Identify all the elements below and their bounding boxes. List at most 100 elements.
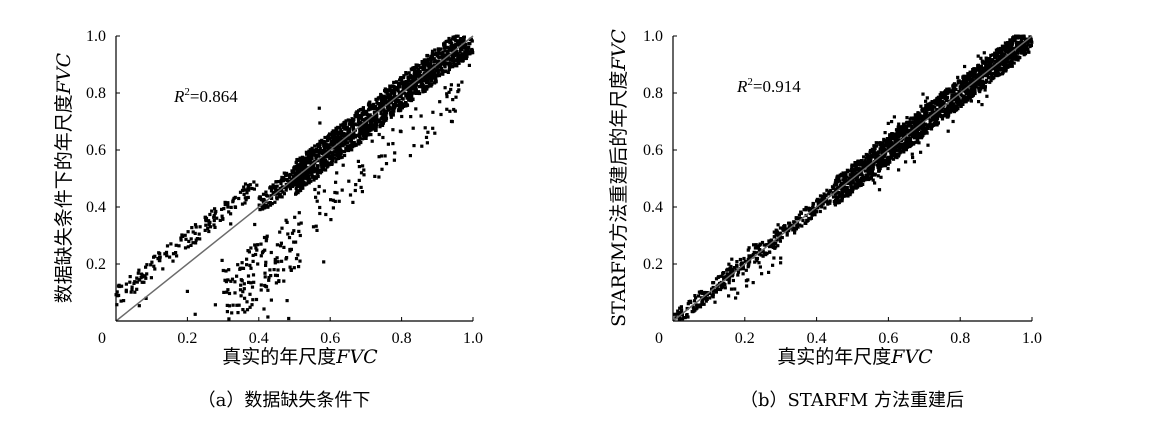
- scatter-point-b-1933: [818, 198, 822, 203]
- scatter-point-a-1629: [275, 197, 279, 201]
- x-tick-label-b-3: 0.8: [950, 330, 970, 347]
- scatter-point-b-1100: [903, 127, 907, 131]
- scatter-point-b-1832: [816, 206, 820, 210]
- scatter-point-b-1768: [722, 271, 726, 275]
- scatter-point-a-909: [388, 93, 392, 98]
- x-tick-label-a-1: 0.4: [249, 330, 269, 347]
- scatter-point-a-1664: [198, 237, 202, 241]
- scatter-point-a-1767: [223, 200, 227, 204]
- scatter-point-b-1502: [856, 181, 860, 185]
- scatter-point-b-1046: [978, 90, 982, 94]
- scatter-point-a-1225: [344, 147, 348, 151]
- scatter-point-a-79: [403, 84, 407, 88]
- scatter-point-b-1916: [695, 304, 699, 308]
- scatter-point-a-1553: [275, 184, 279, 188]
- scatter-point-b-2107: [924, 103, 928, 107]
- scatter-point-b-1937: [741, 265, 745, 269]
- scatter-point-a-1790: [198, 225, 202, 229]
- scatter-point-a-2017: [449, 119, 454, 123]
- scatter-point-a-1163: [296, 191, 300, 195]
- scatter-point-b-1891: [755, 256, 759, 261]
- scatter-point-b-1983: [729, 264, 733, 269]
- scatter-point-a-1915: [298, 259, 302, 263]
- scatter-point-b-2082: [976, 63, 980, 67]
- scatter-point-a-1916: [289, 247, 293, 251]
- scatter-point-b-1270: [872, 173, 877, 177]
- scatter-point-b-1910: [676, 309, 680, 313]
- scatter-point-a-1751: [194, 225, 198, 229]
- scatter-point-b-1368: [854, 172, 858, 176]
- scatter-point-a-1156: [448, 61, 452, 65]
- scatter-point-a-1721: [141, 275, 145, 279]
- scatter-point-b-740: [969, 71, 973, 75]
- scatter-point-a-1645: [203, 228, 207, 232]
- scatter-point-a-1890: [273, 257, 277, 262]
- scatter-point-b-1141: [864, 162, 868, 166]
- scatter-point-b-1576: [1003, 66, 1007, 71]
- scatter-point-a-1213: [445, 51, 449, 56]
- scatter-point-a-1179: [329, 151, 333, 155]
- y-tick-label-a-1: 0.4: [86, 199, 106, 216]
- scatter-point-a-1944: [357, 165, 361, 169]
- scatter-point-b-1243: [974, 85, 978, 89]
- scatter-point-a-1822: [251, 259, 255, 263]
- scatter-point-a-1321: [454, 53, 458, 57]
- scatter-point-b-1378: [965, 87, 969, 91]
- scatter-point-a-140: [312, 178, 316, 182]
- scatter-point-b-195: [838, 179, 842, 183]
- scatter-point-a-309: [317, 151, 321, 155]
- scatter-point-a-1920: [229, 279, 233, 283]
- scatter-point-a-1806: [267, 278, 271, 282]
- scatter-point-b-1008: [986, 76, 991, 80]
- scatter-point-b-1811: [680, 313, 684, 317]
- scatter-point-a-1293: [389, 113, 393, 117]
- scatter-point-a-2008: [386, 142, 390, 146]
- scatter-point-b-1458: [851, 171, 855, 175]
- scatter-point-b-1276: [841, 171, 845, 175]
- scatter-point-a-1351: [319, 161, 323, 165]
- scatter-point-a-1427: [356, 119, 361, 124]
- scatter-point-b-1938: [781, 228, 785, 232]
- scatter-point-b-690: [936, 95, 941, 99]
- scatter-point-a-2032: [269, 298, 273, 302]
- scatter-point-a-19: [410, 87, 414, 91]
- scatter-point-a-1313: [444, 39, 448, 44]
- scatter-point-b-1643: [949, 100, 953, 105]
- scatter-point-b-2019: [735, 260, 739, 264]
- scatter-point-b-1338: [895, 144, 899, 149]
- scatter-point-a-1955: [377, 132, 381, 137]
- scatter-point-a-1055: [464, 42, 468, 47]
- scatter-point-a-1807: [256, 262, 260, 266]
- scatter-point-a-470: [366, 116, 370, 120]
- scatter-point-b-994: [972, 67, 976, 71]
- scatter-point-a-1676: [177, 244, 181, 248]
- scatter-point-a-1946: [370, 139, 374, 143]
- scatter-point-a-1971: [448, 109, 452, 113]
- scatter-point-b-1460: [962, 74, 966, 78]
- scatter-point-b-1614: [952, 83, 956, 87]
- scatter-point-a-767: [410, 79, 414, 83]
- scatter-point-b-1887: [747, 261, 751, 266]
- scatter-point-a-1209: [339, 151, 343, 155]
- scatter-point-b-2101: [951, 119, 955, 124]
- scatter-point-a-1315: [419, 82, 423, 86]
- scatter-point-b-1457: [926, 114, 930, 118]
- scatter-point-a-1409: [335, 129, 339, 133]
- scatter-point-b-1278: [962, 85, 966, 89]
- scatter-point-b-1609: [936, 114, 940, 118]
- scatter-point-a-1150: [336, 131, 340, 135]
- scatter-point-a-129: [343, 153, 347, 158]
- scatter-point-b-1806: [811, 206, 815, 210]
- scatter-point-a-1992: [399, 130, 403, 134]
- scatter-point-b-1408: [875, 154, 879, 158]
- scatter-point-b-823: [859, 176, 864, 181]
- scatter-point-b-1922: [686, 315, 690, 319]
- scatter-point-a-1772: [145, 263, 149, 267]
- scatter-point-b-1593: [991, 67, 995, 71]
- scatter-point-b-1429: [846, 194, 850, 198]
- y-tick-label-b-3: 0.8: [643, 85, 663, 102]
- scatter-point-a-1864: [282, 279, 286, 283]
- scatter-point-a-1532: [274, 180, 278, 184]
- scatter-point-b-1763: [831, 195, 836, 199]
- scatter-point-b-1413: [942, 95, 946, 99]
